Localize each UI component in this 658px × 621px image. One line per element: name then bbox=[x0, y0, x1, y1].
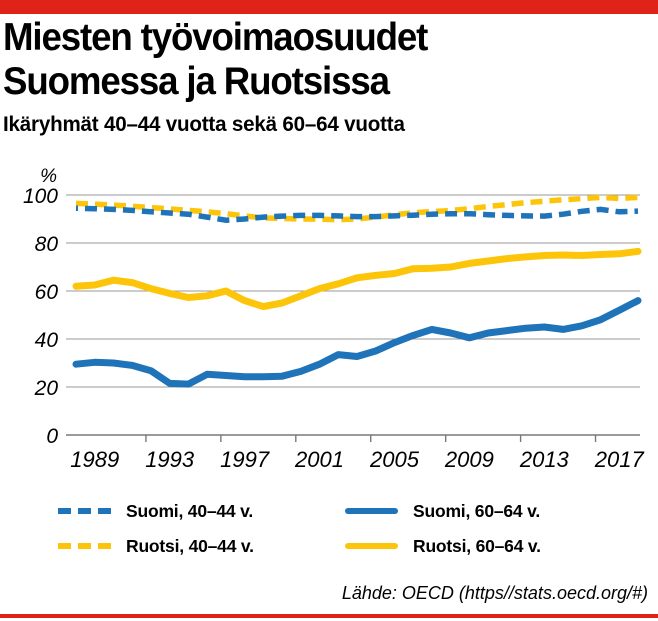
x-tick-label: 2001 bbox=[294, 447, 344, 472]
x-tick-label: 1993 bbox=[145, 447, 195, 472]
line-chart: 0 20 40 60 80 100% 1989 1993 1997 2001 2005 2009 201… bbox=[23, 166, 645, 472]
bottom-red-bar bbox=[0, 614, 658, 618]
legend-item-suomi-60-64: Suomi, 60–64 v. bbox=[345, 499, 540, 523]
top-red-bar bbox=[0, 0, 658, 14]
legend-label: Ruotsi, 60–64 v. bbox=[413, 535, 541, 556]
legend-swatch-blue-solid-icon bbox=[345, 508, 398, 514]
legend-item-suomi-40-44: Suomi, 40–44 v. bbox=[58, 499, 253, 523]
y-tick-label: 60 bbox=[35, 281, 59, 304]
x-tick-label: 1997 bbox=[220, 447, 270, 472]
x-tick-label: 2009 bbox=[444, 447, 494, 472]
source-note: Lähde: OECD (https//stats.oecd.org/#) bbox=[341, 583, 648, 603]
y-tick-label: 80 bbox=[35, 233, 59, 256]
legend-label: Suomi, 60–64 v. bbox=[413, 500, 541, 521]
x-tick-label: 1989 bbox=[70, 447, 119, 472]
title-line-1: Miesten työvoimaosuudet bbox=[3, 16, 428, 59]
y-tick-label: 20 bbox=[34, 377, 59, 400]
y-tick-label: 100 bbox=[23, 185, 58, 208]
legend-item-ruotsi-60-64: Ruotsi, 60–64 v. bbox=[345, 534, 541, 558]
y-axis-unit-label: % bbox=[40, 166, 57, 187]
chart-subtitle: Ikäryhmät 40–44 vuotta sekä 60–64 vuotta bbox=[3, 113, 405, 136]
series-line-ruotsi-60-64 bbox=[72, 247, 642, 311]
series-line-suomi-40-44 bbox=[75, 205, 639, 223]
legend-label: Ruotsi, 40–44 v. bbox=[126, 535, 254, 556]
title-line-2: Suomessa ja Ruotsissa bbox=[3, 60, 390, 103]
series-line-suomi-60-64 bbox=[72, 297, 642, 388]
page-title: Miesten työvoimaosuudet Suomessa ja Ruot… bbox=[3, 16, 428, 104]
x-tick-label: 2013 bbox=[519, 447, 570, 472]
x-tick-label: 2005 bbox=[369, 447, 420, 472]
y-tick-label: 0 bbox=[46, 425, 58, 448]
legend-label: Suomi, 40–44 v. bbox=[126, 500, 254, 521]
y-tick-label: 40 bbox=[35, 329, 59, 352]
x-tick-label: 2017 bbox=[594, 447, 645, 472]
legend-swatch-yellow-dashed-icon bbox=[58, 543, 111, 549]
legend-swatch-yellow-solid-icon bbox=[345, 543, 398, 549]
legend-item-ruotsi-40-44: Ruotsi, 40–44 v. bbox=[58, 534, 254, 558]
legend-swatch-blue-dashed-icon bbox=[58, 508, 111, 514]
